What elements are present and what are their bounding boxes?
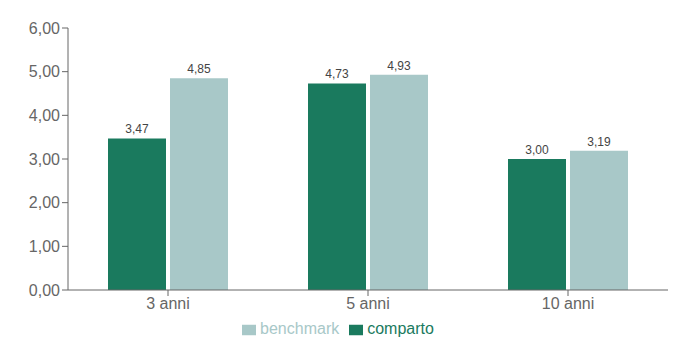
svg-text:4,93: 4,93 bbox=[387, 59, 411, 73]
html-text:benchmark: benchmark bbox=[260, 320, 340, 337]
svg-text:3,19: 3,19 bbox=[587, 135, 611, 149]
svg-text:3 anni: 3 anni bbox=[146, 295, 190, 312]
svg-text:4,00: 4,00 bbox=[29, 107, 60, 124]
svg-text:3,00: 3,00 bbox=[525, 143, 549, 157]
svg-text:5 anni: 5 anni bbox=[346, 295, 390, 312]
svg-text:1,00: 1,00 bbox=[29, 238, 60, 255]
svg-text:0,00: 0,00 bbox=[29, 282, 60, 299]
svg-text:3,00: 3,00 bbox=[29, 151, 60, 168]
svg-text:4,73: 4,73 bbox=[325, 67, 349, 81]
svg-text:10 anni: 10 anni bbox=[542, 295, 595, 312]
svg-text:5,00: 5,00 bbox=[29, 63, 60, 80]
html-text:comparto: comparto bbox=[367, 320, 434, 337]
svg-text:2,00: 2,00 bbox=[29, 194, 60, 211]
svg-text:6,00: 6,00 bbox=[29, 20, 60, 37]
svg-text:3,47: 3,47 bbox=[125, 122, 149, 136]
svg-text:4,85: 4,85 bbox=[187, 62, 211, 76]
